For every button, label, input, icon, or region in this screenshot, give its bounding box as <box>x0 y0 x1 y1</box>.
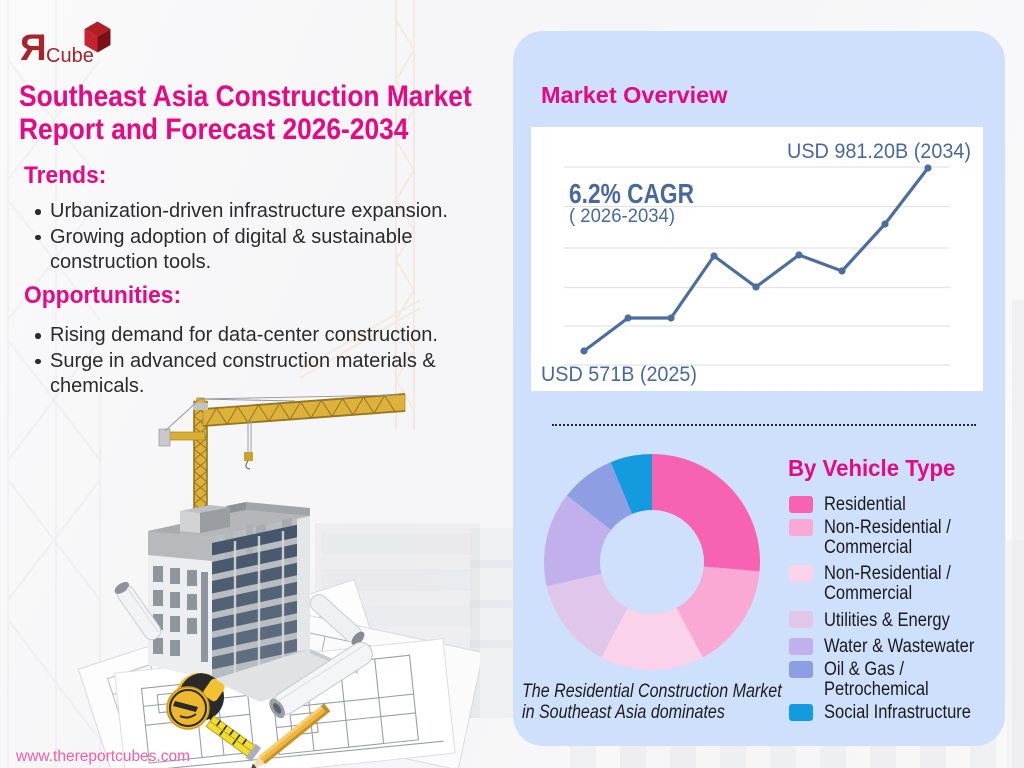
svg-text:( 2026-2034): ( 2026-2034) <box>569 206 675 227</box>
svg-text:USD 571B (2025): USD 571B (2025) <box>541 363 697 386</box>
svg-text:USD 981.20B (2034): USD 981.20B (2034) <box>787 140 971 163</box>
svg-text:6.2% CAGR: 6.2% CAGR <box>569 178 694 209</box>
